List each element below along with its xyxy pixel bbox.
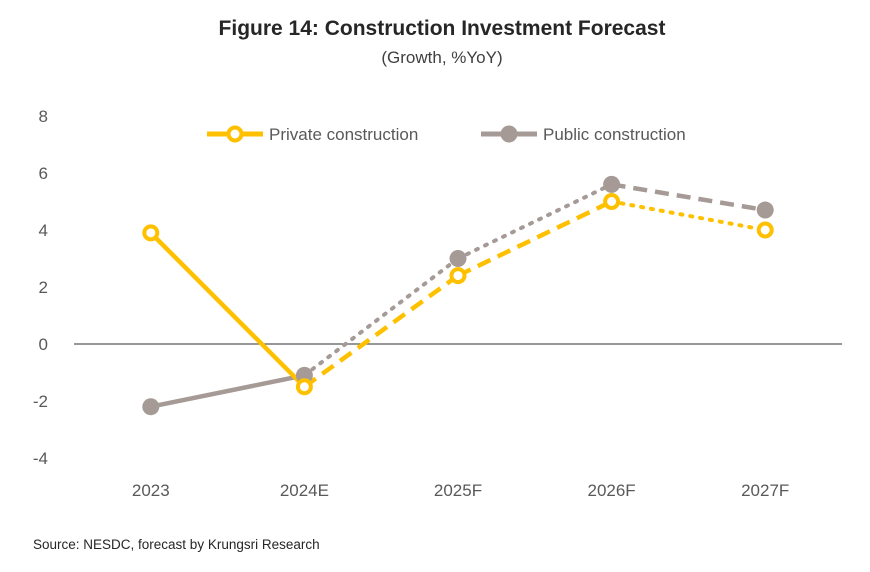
data-point-private [603,193,621,210]
data-point-public [603,175,621,193]
y-tick-label: 8 [39,107,48,126]
chart-subtitle: (Growth, %YoY) [381,48,503,67]
y-tick-label: 2 [39,278,48,297]
y-tick-label: -2 [33,392,48,411]
y-axis-ticks: 8 6 4 2 0 -2 -4 [33,107,48,468]
chart-title: Figure 14: Construction Investment Forec… [218,17,666,40]
line-segment-private [303,273,460,389]
legend-item-private: Private construction [207,125,418,144]
x-tick-label: 2023 [132,481,170,500]
line-chart: 8 6 4 2 0 -2 -4 2023 2024E 2025F 2026F 2027F Priva… [33,107,842,500]
data-point-private [756,221,774,239]
x-tick-label: 2025F [434,481,482,500]
legend-marker-public [500,125,518,143]
data-point-private [295,378,313,396]
series-markers [142,175,774,416]
line-segment-public [611,182,766,213]
line-segment-private [609,199,768,232]
y-tick-label: 6 [39,164,48,183]
legend: Private construction Public construction [207,125,686,144]
legend-item-public: Public construction [481,125,686,144]
legend-label-private: Private construction [269,125,418,144]
line-segment-private [457,199,613,278]
line-segment-public [150,373,305,409]
x-tick-label: 2026F [587,481,635,500]
source-note: Source: NESDC, forecast by Krungsri Rese… [33,537,320,552]
x-tick-label: 2024E [280,481,329,500]
line-segment-public [302,256,460,378]
y-tick-label: -4 [33,449,48,468]
series-lines [149,182,768,409]
legend-label-public: Public construction [543,125,686,144]
line-segment-private [149,231,306,389]
data-point-private [142,224,160,242]
data-point-private [449,267,467,285]
legend-marker-private [226,125,244,143]
y-tick-label: 0 [39,335,48,354]
line-segment-public [456,182,614,261]
data-point-public [756,201,774,219]
data-point-public [142,398,160,416]
x-tick-label: 2027F [741,481,789,500]
data-point-public [449,250,467,267]
y-tick-label: 4 [39,221,48,240]
x-axis-ticks: 2023 2024E 2025F 2026F 2027F [132,481,789,500]
